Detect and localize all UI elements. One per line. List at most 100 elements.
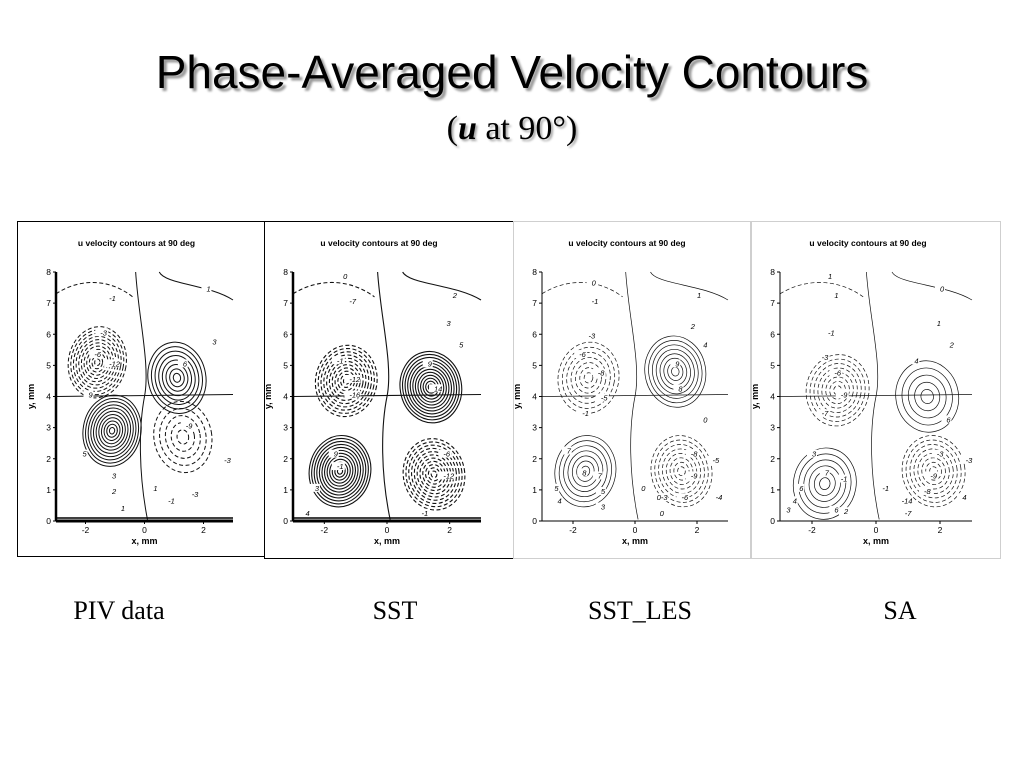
contour-label: -6 bbox=[443, 450, 450, 459]
label-mask bbox=[447, 290, 458, 299]
contour-label: 9 bbox=[88, 391, 93, 400]
contour-label: -1 bbox=[109, 294, 116, 303]
contour-ring bbox=[328, 360, 364, 401]
y-tick-label: 7 bbox=[46, 298, 51, 308]
contour-label: -9 bbox=[841, 391, 848, 400]
contour-label: -9 bbox=[691, 471, 698, 480]
axes: 0 1 2 3 4 5 6 7 8 -2 0 2 bbox=[283, 267, 481, 535]
contour-ring bbox=[405, 441, 463, 508]
contour-ring bbox=[558, 440, 612, 503]
contour-ring bbox=[808, 465, 841, 502]
positive-vortex bbox=[792, 447, 857, 520]
contour-ring bbox=[557, 341, 620, 414]
negative-vortex bbox=[153, 400, 213, 474]
contour-label: -12 bbox=[349, 375, 361, 384]
label-mask bbox=[935, 284, 945, 293]
label-mask bbox=[416, 508, 430, 517]
contour-ring bbox=[907, 374, 947, 419]
label-mask bbox=[710, 493, 724, 502]
contour-label: 6 bbox=[834, 506, 839, 515]
label-mask bbox=[344, 297, 358, 306]
contour-label: 6 bbox=[183, 359, 188, 368]
y-axis-label: y, mm bbox=[752, 384, 760, 409]
contour-label: 0-3 bbox=[657, 493, 669, 502]
contour-ring bbox=[805, 354, 870, 427]
contour-ring bbox=[579, 367, 598, 389]
y-tick-label: 0 bbox=[46, 516, 51, 526]
y-axis-label: y, mm bbox=[265, 384, 273, 409]
outer-contour-line bbox=[402, 271, 482, 301]
contour-ring bbox=[158, 355, 196, 401]
contour-label: 0 bbox=[703, 415, 708, 424]
y-tick-label: 6 bbox=[283, 329, 288, 339]
contour-label: -1 bbox=[841, 475, 848, 484]
contour-label: 1 bbox=[153, 484, 157, 493]
contour-label: 2 bbox=[690, 322, 696, 331]
contour-ring bbox=[176, 429, 190, 445]
zero-contour-line bbox=[866, 271, 880, 520]
contour-ring bbox=[798, 453, 852, 514]
label-mask bbox=[685, 322, 696, 331]
contour-ring bbox=[414, 368, 447, 406]
label-mask bbox=[107, 471, 118, 480]
label-mask bbox=[180, 421, 194, 430]
label-mask bbox=[823, 328, 836, 337]
contour-label: 1 bbox=[206, 285, 210, 294]
label-mask bbox=[781, 505, 792, 514]
y-axis-label: y, mm bbox=[26, 384, 36, 409]
contour-ring bbox=[161, 359, 193, 397]
contour-ring bbox=[98, 414, 126, 448]
contour-ring bbox=[100, 417, 124, 445]
contour-label: -3 bbox=[589, 331, 596, 340]
contour-label: 0 bbox=[940, 285, 945, 294]
contour-plot-sa: u velocity contours at 90 deg 1 0 1 1 2 -1 -3 -6… bbox=[751, 221, 1001, 559]
label-mask bbox=[673, 384, 684, 393]
positive-vortex bbox=[82, 394, 142, 467]
positive-vortex bbox=[147, 341, 207, 414]
contour-label: 0 bbox=[660, 509, 665, 518]
label-mask bbox=[207, 337, 218, 346]
contour-label: -8 bbox=[598, 369, 605, 378]
plot-title: u velocity contours at 90 deg bbox=[809, 238, 926, 248]
label-mask bbox=[89, 350, 103, 359]
contour-ring bbox=[920, 389, 934, 404]
y-axis-label: y, mm bbox=[514, 384, 522, 409]
contour-ring bbox=[85, 397, 140, 464]
contour-label: -7 bbox=[822, 409, 829, 418]
label-mask bbox=[186, 490, 200, 499]
label-mask bbox=[586, 297, 600, 306]
contour-ring bbox=[669, 457, 694, 485]
contour-label: -6 bbox=[834, 369, 841, 378]
contour-label: -3 bbox=[192, 490, 199, 499]
label-mask bbox=[823, 272, 833, 281]
y-tick-label: 1 bbox=[770, 485, 775, 495]
label-mask bbox=[95, 328, 109, 337]
contour-ring bbox=[308, 434, 372, 508]
contour-label: 2 bbox=[452, 291, 458, 300]
contour-label: -1 bbox=[882, 484, 889, 493]
contour-lines bbox=[779, 271, 973, 520]
subtitle-open: ( bbox=[446, 110, 458, 147]
axes: 0 1 2 3 4 5 6 7 8 -2 0 2 bbox=[532, 267, 728, 535]
contour-label: -9 bbox=[930, 471, 937, 480]
label-mask bbox=[595, 502, 606, 511]
positive-vortex bbox=[308, 434, 372, 508]
label-mask bbox=[309, 483, 320, 492]
contour-label: 3 bbox=[812, 450, 817, 459]
slide-title: Phase-Averaged Velocity Contours bbox=[155, 46, 869, 98]
plot-title: u velocity contours at 90 deg bbox=[568, 238, 685, 248]
contour-labels: 0 1 -1 2 4 -3 -6 -8 9 8 -5 -1 0 7 8 7 5 5 4 -8 -9 -5 -6 -4 0 0-3 3… bbox=[549, 278, 724, 518]
y-tick-label: 7 bbox=[532, 298, 537, 308]
contour-ring bbox=[413, 451, 455, 498]
contour-ring bbox=[655, 348, 695, 395]
contour-label: 4 bbox=[914, 356, 918, 365]
contour-label: 14 bbox=[434, 384, 442, 393]
contour-lines bbox=[292, 271, 482, 520]
contour-ring bbox=[67, 326, 127, 399]
x-tick-label: 2 bbox=[695, 525, 700, 535]
contour-label: -3 bbox=[100, 328, 107, 337]
contour-ring bbox=[326, 455, 354, 487]
label-mask bbox=[201, 284, 212, 293]
positive-vortex bbox=[895, 360, 960, 433]
contour-ring bbox=[399, 350, 463, 424]
